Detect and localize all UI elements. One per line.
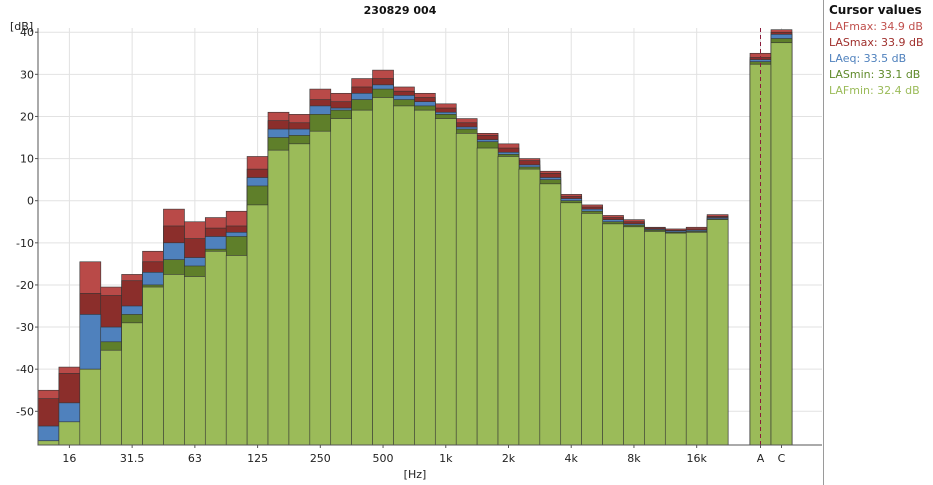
bar-lafmin-5 bbox=[142, 286, 164, 446]
cursor-values-list: LAFmax: 34.9 dB LASmax: 33.9 dB LAeq: 33.5… bbox=[829, 19, 933, 99]
bar-lafmin-34 bbox=[770, 42, 793, 446]
y-axis-label: [dB] bbox=[10, 20, 33, 33]
x-tick-1: 31.5 bbox=[120, 452, 145, 465]
bar-lafmin-29 bbox=[644, 231, 666, 446]
x-tick-5: 500 bbox=[373, 452, 394, 465]
x-tick-8: 4k bbox=[565, 452, 579, 465]
bar-lafmin-4 bbox=[121, 322, 143, 446]
x-tick-0: 16 bbox=[62, 452, 76, 465]
bar-lafmin-31 bbox=[685, 231, 708, 446]
y-tick-1: -40 bbox=[16, 363, 34, 376]
x-tick-11: A bbox=[757, 452, 765, 465]
bar-lafmin-14 bbox=[330, 118, 353, 446]
x-tick-3: 125 bbox=[247, 452, 268, 465]
bar-lafmin-28 bbox=[623, 226, 645, 446]
bar-lafmin-24 bbox=[539, 183, 562, 446]
bar-lafmin-30 bbox=[664, 232, 687, 446]
cursor-value-0: LAFmax: 34.9 dB bbox=[829, 20, 923, 33]
x-tick-12: C bbox=[778, 452, 786, 465]
bar-lafmin-1 bbox=[58, 421, 81, 446]
bar-lafmin-21 bbox=[476, 147, 499, 446]
bar-lafmin-11 bbox=[267, 149, 290, 446]
bar-lafmin-13 bbox=[309, 130, 332, 446]
x-axis-label: [Hz] bbox=[404, 468, 427, 481]
x-tick-4: 250 bbox=[310, 452, 331, 465]
bar-lafmin-8 bbox=[204, 250, 227, 446]
chart-title: 230829 004 bbox=[364, 4, 437, 17]
y-tick-0: -50 bbox=[16, 405, 34, 418]
bar-lafmin-6 bbox=[163, 274, 185, 446]
bar-lafmin-25 bbox=[560, 202, 583, 446]
cursor-value-1: LASmax: 33.9 dB bbox=[829, 36, 924, 49]
bar-lafmin-0 bbox=[37, 440, 60, 446]
bar-lafmin-2 bbox=[79, 368, 102, 446]
y-tick-5: 0 bbox=[27, 195, 34, 208]
y-tick-2: -30 bbox=[16, 321, 34, 334]
bar-lafmin-27 bbox=[602, 223, 624, 446]
x-tick-7: 2k bbox=[502, 452, 516, 465]
y-tick-9: 40 bbox=[20, 26, 34, 39]
cursor-values-title: Cursor values bbox=[829, 3, 922, 17]
y-tick-7: 20 bbox=[20, 110, 34, 123]
bar-lafmin-26 bbox=[581, 213, 603, 446]
bars bbox=[37, 29, 793, 446]
bar-lafmin-20 bbox=[455, 133, 478, 446]
spectrum-chart: 230829 004 [dB] -50 -40 -30 -20 -10 0 10 20 30 40 16… bbox=[10, 4, 822, 481]
bar-lafmin-7 bbox=[184, 276, 206, 446]
bar-lafmin-23 bbox=[518, 168, 541, 446]
cursor-value-4: LAFmin: 32.4 dB bbox=[829, 84, 920, 97]
bar-lafmin-17 bbox=[393, 105, 415, 446]
x-tick-2: 63 bbox=[188, 452, 202, 465]
bar-lafmin-18 bbox=[414, 109, 436, 446]
bar-lafmin-22 bbox=[497, 156, 520, 446]
cursor-value-2: LAeq: 33.5 dB bbox=[829, 52, 907, 65]
bar-lafmin-32 bbox=[706, 219, 729, 446]
cursor-value-3: LASmin: 33.1 dB bbox=[829, 68, 921, 81]
cursor-values-panel: Cursor values LAFmax: 34.9 dB LASmax: 33.… bbox=[823, 0, 933, 485]
bar-lafmin-12 bbox=[288, 143, 311, 446]
y-tick-4: -10 bbox=[16, 237, 34, 250]
bar-lafmin-9 bbox=[225, 255, 248, 446]
bar-lafmin-19 bbox=[434, 118, 457, 446]
bar-lafmin-10 bbox=[246, 204, 269, 446]
y-tick-8: 30 bbox=[20, 68, 34, 81]
x-tick-6: 1k bbox=[439, 452, 453, 465]
x-tick-9: 8k bbox=[627, 452, 641, 465]
bar-lafmin-16 bbox=[372, 97, 394, 446]
bar-lafmin-3 bbox=[100, 349, 123, 446]
x-tick-10: 16k bbox=[686, 452, 707, 465]
bar-lafmin-15 bbox=[351, 109, 373, 446]
y-tick-6: 10 bbox=[20, 153, 34, 166]
y-tick-3: -20 bbox=[16, 279, 34, 292]
